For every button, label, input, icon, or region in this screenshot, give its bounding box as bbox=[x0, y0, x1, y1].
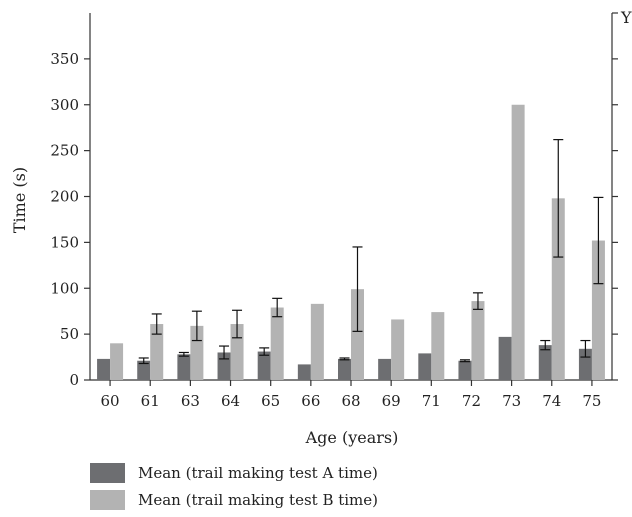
bar-series-b bbox=[431, 312, 445, 380]
legend-swatch bbox=[90, 490, 125, 510]
bar-series-b bbox=[190, 325, 204, 380]
x-tick-label: 71 bbox=[422, 392, 441, 410]
x-tick-label: 68 bbox=[341, 392, 360, 410]
bar-series-a bbox=[97, 358, 111, 380]
bar-series-a bbox=[137, 360, 151, 380]
bar-series-a bbox=[338, 358, 351, 380]
bar-series-a bbox=[538, 345, 552, 380]
x-tick-label: 72 bbox=[462, 392, 481, 410]
y-tick-label: 250 bbox=[50, 142, 79, 160]
legend: Mean (trail making test A time) Mean (tra… bbox=[90, 463, 378, 510]
legend-label: Mean (trail making test A time) bbox=[138, 464, 378, 482]
bar-series-b bbox=[471, 301, 485, 380]
bar-series-b bbox=[591, 240, 605, 380]
x-tick-label: 73 bbox=[502, 392, 521, 410]
bar-series-b bbox=[351, 289, 364, 380]
bar-series-b bbox=[511, 104, 525, 380]
bar-series-b bbox=[110, 343, 124, 380]
y-tick-label: 200 bbox=[50, 188, 79, 206]
x-axis-label: Age (years) bbox=[305, 428, 399, 447]
bar-series-b bbox=[270, 307, 284, 380]
y-tick-label: 350 bbox=[50, 50, 79, 68]
bar-series-a bbox=[297, 364, 311, 380]
y-tick-label: 100 bbox=[50, 279, 79, 297]
legend-swatch bbox=[90, 463, 125, 483]
bar-series-a bbox=[458, 360, 472, 380]
x-tick-label: 75 bbox=[582, 392, 601, 410]
bar-series-a bbox=[418, 353, 432, 380]
bar-series-a bbox=[257, 351, 271, 380]
y-tick-label: 50 bbox=[60, 325, 79, 343]
bar-series-a bbox=[498, 336, 512, 380]
x-tick-label: 66 bbox=[301, 392, 320, 410]
bar-series-b bbox=[391, 319, 405, 380]
x-tick-label: 64 bbox=[221, 392, 240, 410]
x-tick-label: 61 bbox=[141, 392, 160, 410]
x-tick-label: 69 bbox=[382, 392, 401, 410]
x-tick-label: 74 bbox=[542, 392, 561, 410]
y-tick-label: 0 bbox=[69, 371, 79, 389]
right-axis-label: Y bbox=[620, 8, 632, 27]
x-tick-label: 65 bbox=[261, 392, 280, 410]
y-tick-label: 300 bbox=[50, 96, 79, 114]
bar-series-b bbox=[310, 303, 324, 380]
legend-label: Mean (trail making test B time) bbox=[138, 491, 378, 509]
y-tick-label: 150 bbox=[50, 233, 79, 251]
x-tick-label: 63 bbox=[181, 392, 200, 410]
x-tick-label: 60 bbox=[101, 392, 120, 410]
bar-series-a bbox=[177, 354, 191, 380]
bar-series-b bbox=[551, 198, 565, 380]
plot-area: 0 50 100 150 200 250 300 350 60 61 63 64 65 66 68 69 71 7… bbox=[50, 12, 618, 410]
bar-series-a bbox=[378, 358, 392, 380]
y-axis-label: Time (s) bbox=[10, 167, 29, 233]
bar-series-b bbox=[150, 324, 164, 380]
